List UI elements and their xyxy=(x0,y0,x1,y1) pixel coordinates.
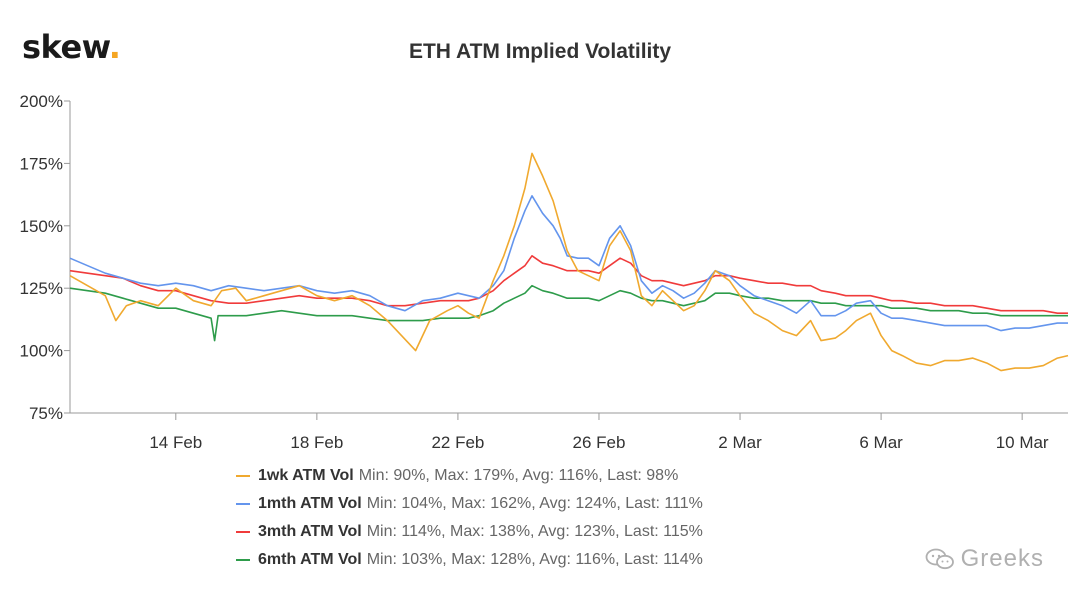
x-tick-label: 14 Feb xyxy=(149,433,202,452)
watermark-text: Greeks xyxy=(960,545,1044,572)
y-tick-label: 200% xyxy=(20,92,63,111)
y-tick-label: 100% xyxy=(20,342,63,361)
legend-item[interactable]: 1mth ATM Vol Min: 104%, Max: 162%, Avg: 1… xyxy=(236,490,703,518)
x-tick-label: 22 Feb xyxy=(431,433,484,452)
series-line-6mth xyxy=(69,284,1068,342)
series-line-1mth xyxy=(69,195,1068,332)
legend-series-stats: Min: 90%, Max: 179%, Avg: 116%, Last: 98… xyxy=(358,467,679,484)
y-axis: 75% 100% 125% 150% 175% 200% xyxy=(20,92,71,423)
legend-series-name: 1wk ATM Vol xyxy=(258,467,354,484)
wechat-icon xyxy=(925,548,954,570)
legend-series-stats: Min: 103%, Max: 128%, Avg: 116%, Last: 1… xyxy=(366,551,703,568)
series-lines xyxy=(69,152,1069,372)
legend-series-name: 1mth ATM Vol xyxy=(258,495,362,512)
y-tick-label: 150% xyxy=(20,217,63,236)
legend-series-name: 3mth ATM Vol xyxy=(258,523,362,540)
legend-item[interactable]: 6mth ATM Vol Min: 103%, Max: 128%, Avg: 1… xyxy=(236,546,703,574)
series-line-3mth xyxy=(69,255,1068,315)
x-tick-label: 2 Mar xyxy=(718,433,762,452)
legend-series-stats: Min: 104%, Max: 162%, Avg: 124%, Last: 1… xyxy=(366,495,703,512)
brand-name: skew xyxy=(22,28,109,66)
x-axis: 14 Feb 18 Feb 22 Feb 26 Feb 2 Mar 6 Mar 10 Mar xyxy=(70,412,1068,452)
x-tick-label: 6 Mar xyxy=(859,433,903,452)
y-tick-label: 175% xyxy=(20,154,63,173)
y-tick-label: 125% xyxy=(20,279,63,298)
series-line-1wk xyxy=(69,152,1069,372)
legend-item[interactable]: 1wk ATM Vol Min: 90%, Max: 179%, Avg: 116… xyxy=(236,462,703,490)
legend-swatch xyxy=(236,475,250,477)
x-tick-label: 18 Feb xyxy=(290,433,343,452)
legend-swatch xyxy=(236,503,250,505)
legend-swatch xyxy=(236,559,250,561)
x-tick-label: 10 Mar xyxy=(996,433,1049,452)
brand-dot: . xyxy=(108,28,121,66)
y-tick-label: 75% xyxy=(29,404,63,423)
watermark: Greeks xyxy=(925,545,1044,573)
legend-series-name: 6mth ATM Vol xyxy=(258,551,362,568)
legend-swatch xyxy=(236,531,250,533)
chart-legend: 1wk ATM Vol Min: 90%, Max: 179%, Avg: 116… xyxy=(236,462,703,574)
chart-title: ETH ATM Implied Volatility xyxy=(408,40,672,63)
brand-logo: skew. xyxy=(22,28,121,66)
legend-series-stats: Min: 114%, Max: 138%, Avg: 123%, Last: 1… xyxy=(366,523,703,540)
legend-item[interactable]: 3mth ATM Vol Min: 114%, Max: 138%, Avg: 1… xyxy=(236,518,703,546)
x-tick-label: 26 Feb xyxy=(573,433,626,452)
